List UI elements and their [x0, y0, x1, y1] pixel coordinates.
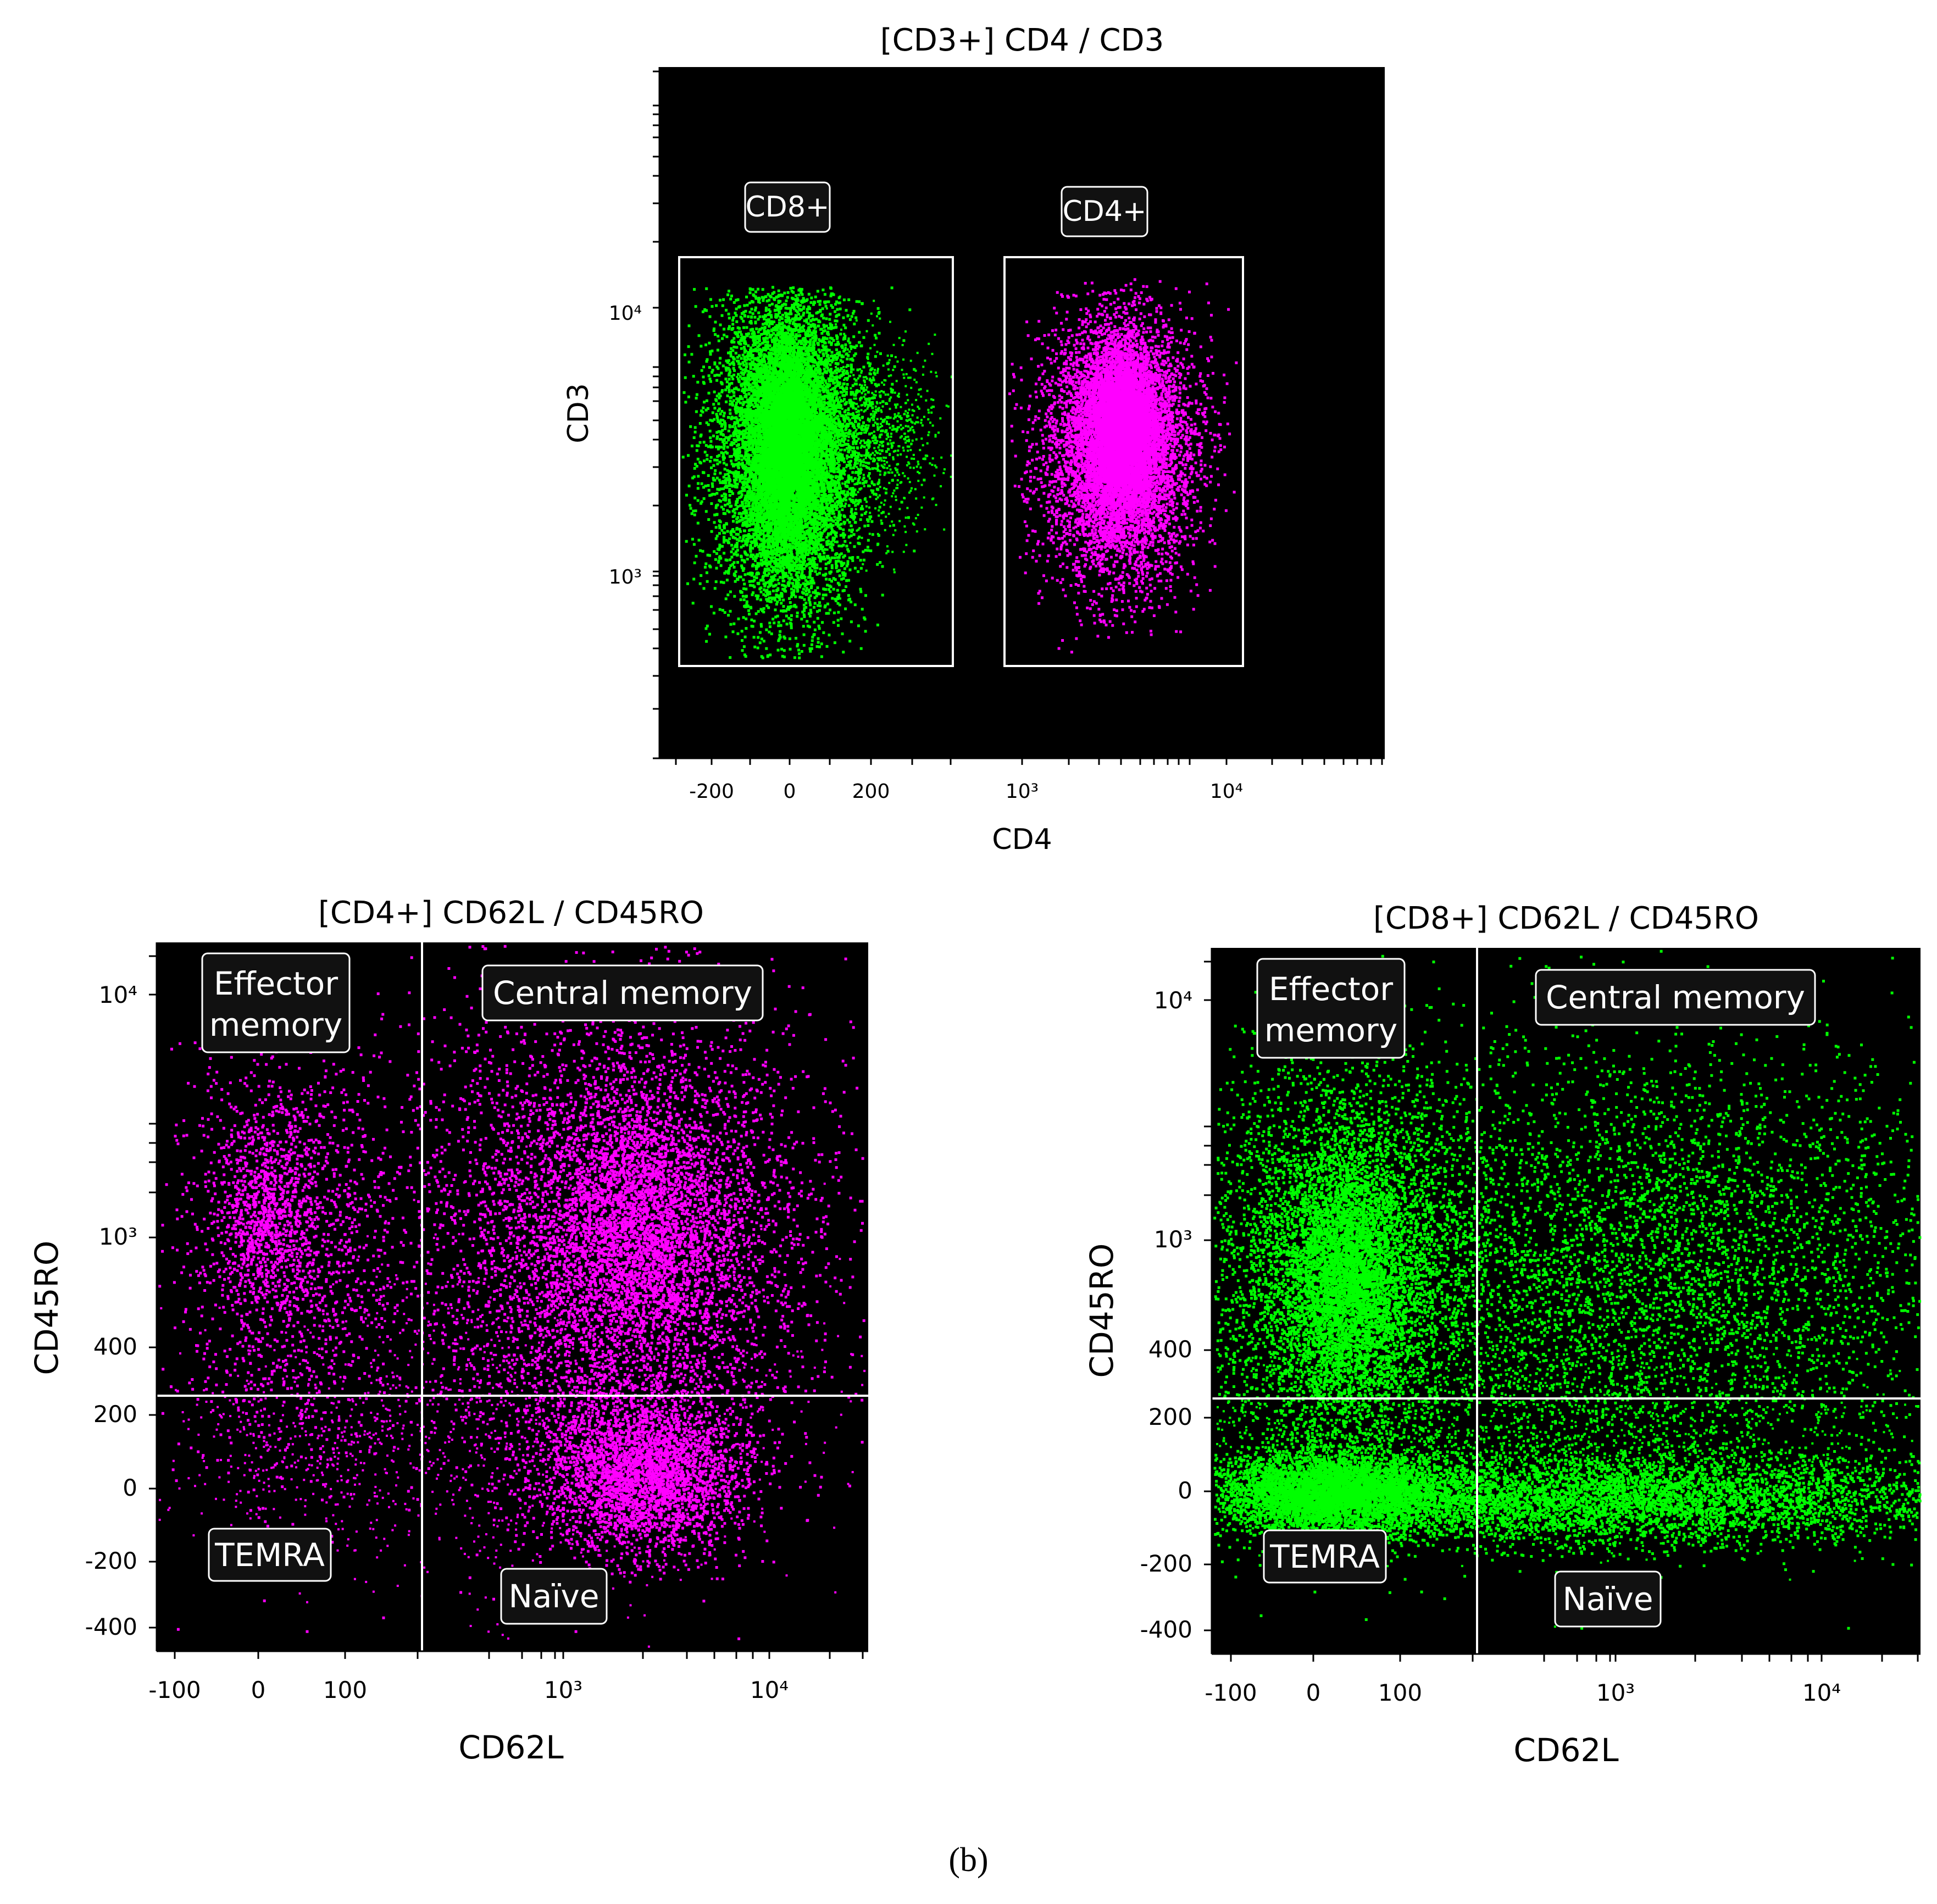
x-axis-label: CD62L [1513, 1731, 1618, 1769]
x-tick-label: 10⁴ [1210, 780, 1243, 803]
panel-cd8-memory: [CD8+] CD62L / CD45RO Effector memory Ce… [1083, 901, 1922, 1769]
quadrant-label-text: Central memory [1546, 979, 1805, 1016]
y-tick-labels: 10³ 10⁴ [609, 302, 642, 589]
gate-label-cd4: CD4+ [1061, 186, 1148, 237]
y-axis-label: CD45RO [1083, 1244, 1120, 1378]
panel-cd4-memory: [CD4+] CD62L / CD45RO Effector memory Ce… [28, 895, 868, 1766]
quadrant-label-text: Naïve [1562, 1580, 1653, 1618]
panel-cd4-cd3: [CD3+] CD4 / CD3 CD8+ CD4+ -200 0 200 10… [562, 23, 1385, 856]
scatter-cloud [475, 1342, 823, 1640]
quadrant-label-text: memory [1264, 1012, 1397, 1049]
quadrant-label-text: Central memory [493, 974, 752, 1012]
x-axis-label: CD62L [458, 1729, 563, 1766]
x-tick-label: 10³ [1006, 780, 1039, 803]
scatter-cloud [207, 1063, 321, 1345]
quadrant-label-central-memory: Central memory [1535, 969, 1816, 1026]
quadrant-label-text: memory [209, 1006, 342, 1043]
axis-ticks [149, 955, 864, 1659]
quadrant-label-effector-memory: Effector memory [201, 952, 351, 1053]
scatter-cloud [158, 1290, 593, 1578]
quadrant-label-text: Effector [214, 965, 338, 1002]
y-tick-label: -200 [85, 1547, 137, 1574]
quadrant-label-text: TEMRA [214, 1536, 325, 1574]
quadrant-label-text: Effector [1269, 970, 1393, 1008]
chart-title: [CD4+] CD62L / CD45RO [318, 895, 704, 931]
x-tick-label: 100 [1378, 1679, 1422, 1706]
scatter-cloud [715, 287, 878, 659]
chart-title: [CD3+] CD4 / CD3 [880, 23, 1164, 58]
y-tick-label: -400 [85, 1613, 137, 1640]
scatter-cloud [1252, 1070, 1458, 1537]
scatter-cloud [1056, 289, 1206, 608]
quadrant-label-text: Naïve [508, 1578, 599, 1615]
scatter-cloud [1008, 278, 1238, 654]
y-tick-label: 10³ [99, 1223, 137, 1250]
y-tick-label: 10⁴ [1154, 987, 1192, 1014]
y-tick-label: 10⁴ [99, 981, 137, 1008]
y-tick-label: 10³ [609, 566, 642, 589]
scatter-cloud [1213, 954, 1627, 1621]
y-tick-label: 400 [1148, 1336, 1192, 1363]
quadrant-label-naive: Naïve [500, 1568, 608, 1625]
y-axis-label: CD45RO [28, 1241, 65, 1375]
figure-caption: (b) [948, 1841, 989, 1879]
x-tick-labels: -100 0 100 10³ 10⁴ [1205, 1679, 1841, 1706]
gate-cd8 [678, 256, 954, 667]
x-tick-label: 10³ [1596, 1679, 1635, 1706]
y-tick-labels: -400 -200 0 200 400 10³ 10⁴ [85, 981, 137, 1640]
quadrant-label-text: TEMRA [1269, 1538, 1380, 1575]
quadrant-label-temra: TEMRA [1263, 1529, 1387, 1584]
x-tick-label: 0 [251, 1677, 266, 1703]
x-tick-label: -200 [689, 780, 734, 803]
y-tick-label: 200 [93, 1401, 137, 1428]
x-tick-label: 10⁴ [750, 1677, 789, 1703]
y-tick-labels: -400 -200 0 200 400 10³ 10⁴ [1140, 987, 1192, 1643]
scatter-points [1213, 950, 1922, 1630]
y-axis-label: CD3 [562, 383, 595, 443]
quadrant-label-central-memory: Central memory [481, 964, 764, 1022]
quadrant-label-effector-memory: Effector memory [1256, 958, 1406, 1059]
x-tick-label: 10³ [544, 1677, 582, 1703]
gate-label-cd4-text: CD4+ [1062, 195, 1146, 228]
x-tick-labels: -200 0 200 10³ 10⁴ [689, 780, 1243, 803]
chart-title: [CD8+] CD62L / CD45RO [1373, 901, 1759, 936]
y-tick-label: 200 [1148, 1403, 1192, 1430]
scatter-points [681, 278, 1238, 659]
scatter-points [158, 945, 866, 1648]
y-tick-label: 0 [123, 1474, 137, 1501]
y-tick-label: 0 [1178, 1477, 1192, 1504]
y-tick-label: -400 [1140, 1616, 1192, 1643]
axis-ticks [1204, 961, 1919, 1662]
scatter-cloud [470, 1026, 818, 1511]
y-tick-label: -200 [1140, 1550, 1192, 1577]
x-tick-label: 200 [852, 780, 890, 803]
gate-label-cd8-text: CD8+ [745, 191, 829, 224]
scatter-cloud [728, 295, 953, 600]
x-tick-label: 0 [784, 780, 796, 803]
gate-label-cd8: CD8+ [744, 181, 831, 233]
gate-cd4 [1003, 256, 1244, 667]
x-tick-labels: -100 0 100 10³ 10⁴ [148, 1677, 789, 1703]
y-tick-label: 10³ [1154, 1226, 1192, 1253]
quadrant-label-temra: TEMRA [208, 1528, 332, 1582]
y-tick-label: 10⁴ [609, 302, 642, 325]
scatter-cloud [1214, 1423, 1922, 1579]
x-tick-label: -100 [1205, 1679, 1257, 1706]
x-axis-label: CD4 [992, 823, 1052, 856]
x-tick-label: 0 [1306, 1679, 1321, 1706]
x-tick-label: -100 [148, 1677, 201, 1703]
y-minor-ticks [653, 70, 659, 759]
x-tick-label: 10⁴ [1802, 1679, 1841, 1706]
x-tick-label: 100 [323, 1677, 367, 1703]
quadrant-label-naive: Naïve [1554, 1570, 1662, 1628]
x-minor-ticks [675, 758, 1383, 765]
y-tick-label: 400 [93, 1333, 137, 1360]
